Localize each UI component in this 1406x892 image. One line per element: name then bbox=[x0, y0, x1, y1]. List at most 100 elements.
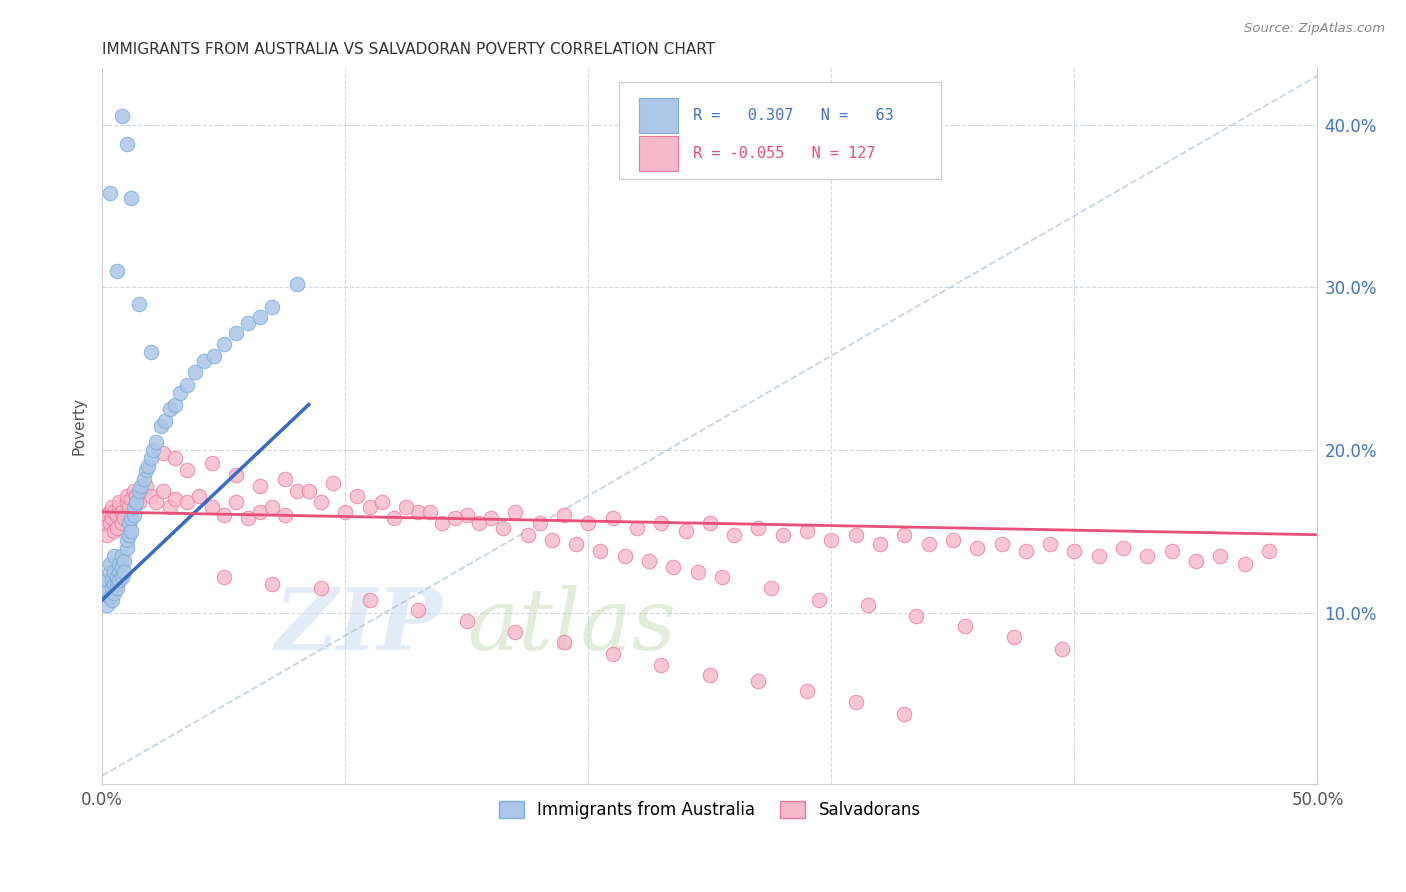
Point bbox=[103, 576, 125, 591]
Point bbox=[382, 511, 405, 525]
Point bbox=[845, 527, 868, 541]
Point bbox=[101, 500, 124, 514]
Point bbox=[419, 505, 441, 519]
Point bbox=[723, 527, 745, 541]
Point bbox=[602, 511, 624, 525]
Y-axis label: Poverty: Poverty bbox=[72, 397, 86, 455]
Point bbox=[128, 495, 150, 509]
Point bbox=[139, 489, 162, 503]
Point bbox=[115, 489, 138, 503]
Point bbox=[443, 511, 465, 525]
Point bbox=[176, 378, 198, 392]
Point bbox=[145, 495, 167, 509]
Point bbox=[856, 598, 879, 612]
Point bbox=[236, 511, 259, 525]
Point bbox=[111, 570, 134, 584]
Point bbox=[1257, 544, 1279, 558]
Point bbox=[626, 521, 648, 535]
Point bbox=[505, 625, 527, 640]
Legend: Immigrants from Australia, Salvadorans: Immigrants from Australia, Salvadorans bbox=[492, 794, 928, 825]
Point bbox=[155, 414, 177, 428]
Point bbox=[796, 524, 818, 539]
Point bbox=[613, 549, 636, 563]
Point bbox=[105, 508, 128, 523]
Point bbox=[132, 472, 155, 486]
Point bbox=[129, 479, 152, 493]
Point bbox=[202, 349, 225, 363]
Point bbox=[176, 462, 198, 476]
Point bbox=[139, 345, 162, 359]
Point bbox=[505, 505, 527, 519]
Point bbox=[165, 451, 187, 466]
Point bbox=[98, 565, 121, 579]
Point bbox=[966, 541, 988, 555]
Text: atlas: atlas bbox=[467, 585, 676, 667]
Point bbox=[118, 516, 141, 531]
Point bbox=[111, 110, 134, 124]
Point bbox=[103, 565, 125, 579]
Point bbox=[942, 533, 965, 547]
Point bbox=[675, 524, 697, 539]
Point bbox=[183, 365, 205, 379]
Point bbox=[135, 462, 157, 476]
Point bbox=[225, 326, 247, 340]
Point bbox=[236, 316, 259, 330]
Point bbox=[118, 500, 141, 514]
Point bbox=[686, 565, 709, 579]
Point bbox=[105, 264, 128, 278]
Point bbox=[905, 609, 928, 624]
Point bbox=[432, 516, 454, 531]
Point bbox=[406, 602, 429, 616]
Point bbox=[285, 483, 308, 498]
Point bbox=[553, 508, 575, 523]
Point bbox=[129, 483, 152, 498]
Point bbox=[516, 527, 538, 541]
Point bbox=[273, 508, 295, 523]
Point bbox=[1160, 544, 1182, 558]
Point bbox=[101, 592, 124, 607]
Point bbox=[120, 524, 142, 539]
Point bbox=[125, 489, 148, 503]
Point bbox=[112, 511, 135, 525]
Point bbox=[249, 310, 271, 324]
Point bbox=[589, 544, 612, 558]
Point bbox=[128, 483, 150, 498]
Point bbox=[122, 500, 145, 514]
Point bbox=[298, 483, 321, 498]
Point bbox=[159, 500, 181, 514]
Point bbox=[662, 560, 685, 574]
Point bbox=[96, 598, 118, 612]
Point bbox=[1063, 544, 1085, 558]
Point bbox=[772, 527, 794, 541]
Point bbox=[212, 508, 235, 523]
Point bbox=[128, 296, 150, 310]
Point bbox=[108, 574, 131, 588]
Point bbox=[249, 505, 271, 519]
Point bbox=[650, 657, 672, 672]
Point bbox=[529, 516, 551, 531]
Point bbox=[576, 516, 599, 531]
Point bbox=[103, 549, 125, 563]
Point bbox=[193, 353, 215, 368]
Point bbox=[759, 582, 782, 596]
Point bbox=[1112, 541, 1135, 555]
Text: R =   0.307   N =   63: R = 0.307 N = 63 bbox=[693, 108, 894, 123]
Point bbox=[105, 576, 128, 591]
Point bbox=[149, 418, 172, 433]
Point bbox=[309, 582, 332, 596]
Point bbox=[468, 516, 491, 531]
Point bbox=[111, 560, 134, 574]
Point bbox=[225, 467, 247, 482]
Point bbox=[115, 541, 138, 555]
Point bbox=[845, 695, 868, 709]
Point bbox=[115, 533, 138, 547]
Point bbox=[225, 495, 247, 509]
Point bbox=[152, 446, 174, 460]
FancyBboxPatch shape bbox=[640, 136, 678, 170]
Point bbox=[118, 527, 141, 541]
Point bbox=[101, 582, 124, 596]
Point bbox=[103, 505, 125, 519]
Point bbox=[699, 667, 721, 681]
Point bbox=[138, 459, 160, 474]
Point bbox=[893, 527, 915, 541]
